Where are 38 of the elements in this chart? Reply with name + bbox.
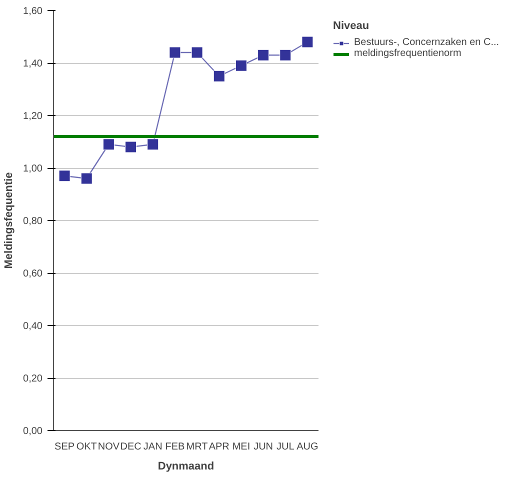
point <box>169 46 181 58</box>
point <box>125 141 137 153</box>
x-tick-label: JUL <box>276 442 295 452</box>
x-tick-label: JUN <box>254 442 274 452</box>
x-tick-label: JAN <box>143 442 162 452</box>
point <box>235 60 247 72</box>
x-tick-label: NOV <box>98 442 120 452</box>
y-tick-label: 0,40 <box>23 321 43 332</box>
x-tick-label: OKT <box>76 442 97 452</box>
point <box>258 49 270 61</box>
point <box>147 138 159 150</box>
legend-label: Bestuurs-, Concernzaken en C... <box>354 37 500 48</box>
y-tick-label: 1,00 <box>23 164 43 174</box>
point <box>191 46 203 58</box>
y-tick-label: 0,20 <box>23 374 43 384</box>
y-tick-label: 0,80 <box>23 216 43 227</box>
y-tick-label: 1,60 <box>23 6 43 17</box>
x-tick-label: MEI <box>232 442 250 452</box>
point <box>58 170 70 182</box>
point <box>102 138 114 150</box>
point <box>80 172 92 184</box>
y-tick-label: 0,60 <box>23 268 43 280</box>
legend-label: meldingsfrequentienorm <box>354 48 462 59</box>
x-axis-title: Dynmaand <box>158 460 214 472</box>
legend-title: Niveau <box>333 20 370 32</box>
x-tick-label: SEP <box>54 442 75 452</box>
x-tick-label: FEB <box>165 442 186 452</box>
point <box>302 36 314 48</box>
x-tick-label: MRT <box>186 442 208 452</box>
x-tick-label: AUG <box>296 442 319 452</box>
x-tick-label: DEC <box>120 442 142 452</box>
y-tick-label: 1,40 <box>23 58 43 70</box>
point <box>213 70 225 82</box>
x-tick-label: APR <box>208 442 230 452</box>
y-tick-label: 1,20 <box>23 111 43 122</box>
y-tick-label: 0,00 <box>23 426 43 437</box>
point <box>280 49 292 61</box>
y-axis-title: Meldingsfequentie <box>3 172 16 269</box>
